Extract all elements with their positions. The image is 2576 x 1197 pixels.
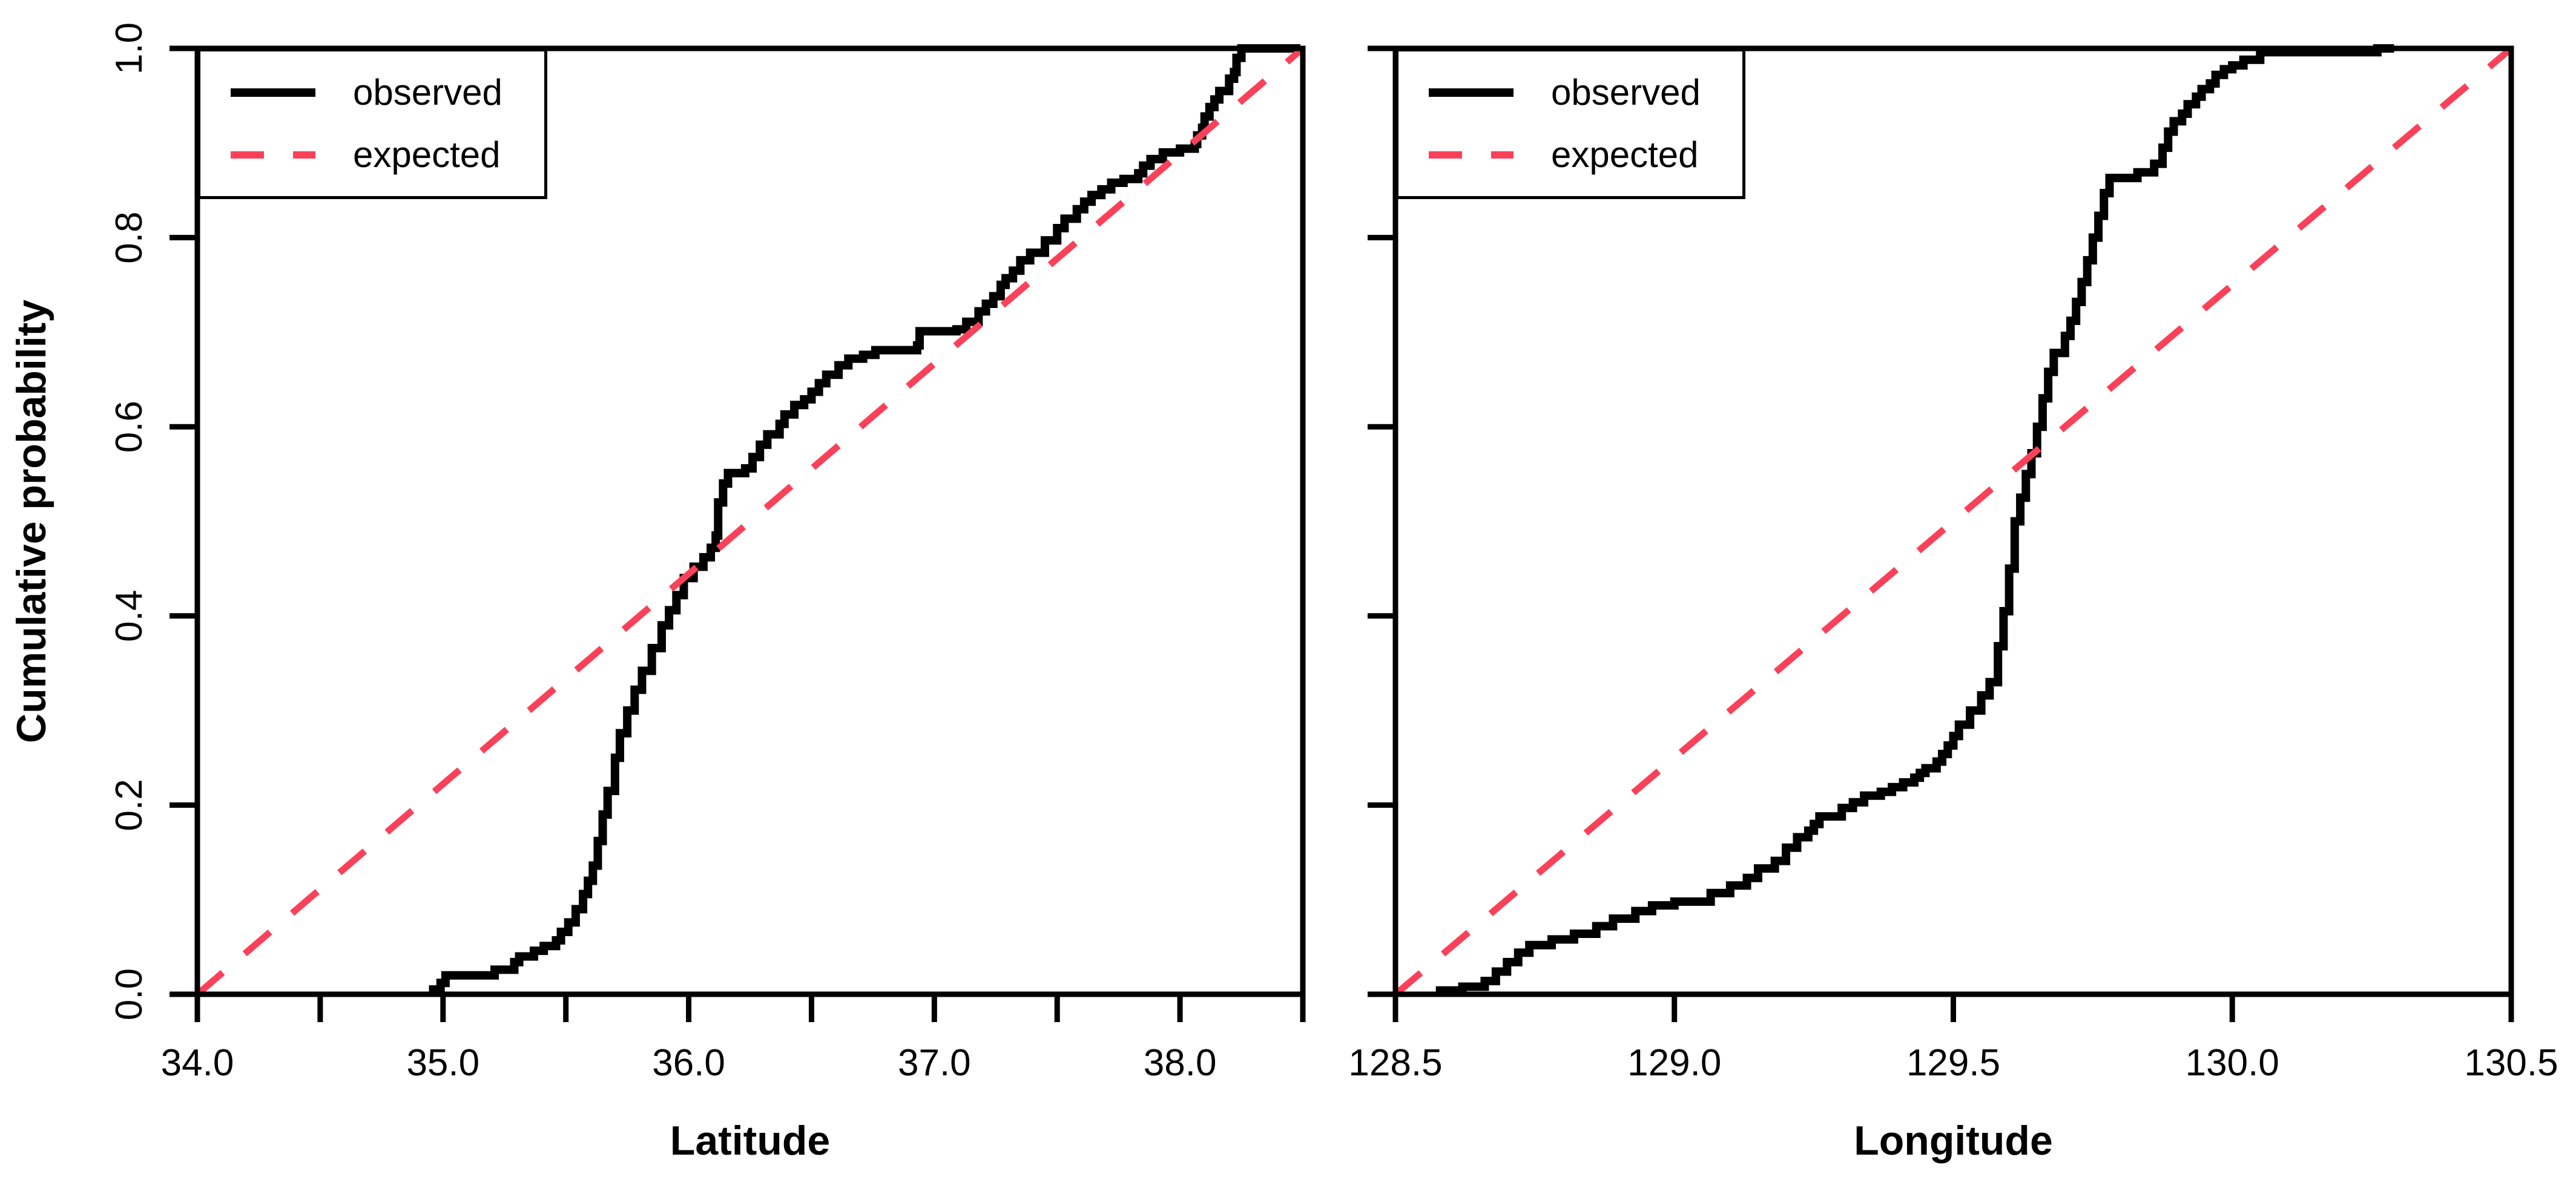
- y-tick-label: 0.0: [108, 968, 150, 1020]
- legend-expected-label: expected: [1551, 134, 1699, 175]
- legend-observed-line-icon: [1429, 88, 1514, 97]
- y-tick-label: 0.4: [108, 590, 150, 642]
- x-tick-label: 130.5: [2464, 1042, 2558, 1084]
- x-axis-title-latitude: Latitude: [670, 1118, 831, 1164]
- x-tick-label: 37.0: [898, 1042, 971, 1084]
- legend-observed-label: observed: [353, 72, 502, 113]
- legend-item-expected: expected: [1398, 134, 1742, 176]
- legend-expected-line-icon: [1429, 151, 1514, 159]
- plot-border: [194, 45, 1306, 997]
- observed-curve: [1435, 44, 2394, 995]
- x-tick-label: 34.0: [161, 1042, 234, 1084]
- legend: observed expected: [197, 48, 547, 199]
- y-tick-label: 1.0: [108, 22, 150, 74]
- plot-border: [1392, 45, 2514, 997]
- legend-observed-line-icon: [231, 88, 315, 97]
- y-axis-title: Cumulative probability: [8, 300, 54, 743]
- panel-longitude: 128.5 129.0 129.5 130.0 130.5 observed expec…: [1348, 44, 2558, 1084]
- panel-latitude: 34.0 35.0 36.0 37.0 38.0 0.0 0.2 0.4 0.6 0.8 1.0 o…: [108, 22, 1306, 1084]
- legend-expected-label: expected: [353, 134, 501, 175]
- legend-item-observed: observed: [1398, 71, 1742, 114]
- legend-item-expected: expected: [200, 134, 544, 176]
- x-tick-label: 129.0: [1627, 1042, 1721, 1084]
- x-axis-title-longitude: Longitude: [1854, 1118, 2053, 1164]
- y-tick-label: 0.2: [108, 779, 150, 831]
- x-tick-label: 36.0: [652, 1042, 725, 1084]
- legend: observed expected: [1395, 48, 1745, 199]
- legend-item-observed: observed: [200, 71, 544, 114]
- x-tick-label: 128.5: [1348, 1042, 1442, 1084]
- x-tick-label: 130.0: [2186, 1042, 2279, 1084]
- y-tick-label: 0.8: [108, 211, 150, 263]
- x-tick-label: 38.0: [1144, 1042, 1217, 1084]
- expected-line: [195, 45, 1305, 997]
- observed-curve: [429, 44, 1300, 994]
- legend-observed-label: observed: [1551, 72, 1701, 113]
- longitude-ecdf-chart: 128.5 129.0 129.5 130.0 130.5: [1348, 44, 2558, 1084]
- latitude-ecdf-chart: 34.0 35.0 36.0 37.0 38.0 0.0 0.2 0.4 0.6 0.8 1.0: [108, 22, 1306, 1084]
- x-tick-label: 129.5: [1906, 1042, 2000, 1084]
- y-tick-label: 0.6: [108, 401, 150, 453]
- legend-expected-line-icon: [231, 151, 315, 159]
- x-tick-label: 35.0: [406, 1042, 479, 1084]
